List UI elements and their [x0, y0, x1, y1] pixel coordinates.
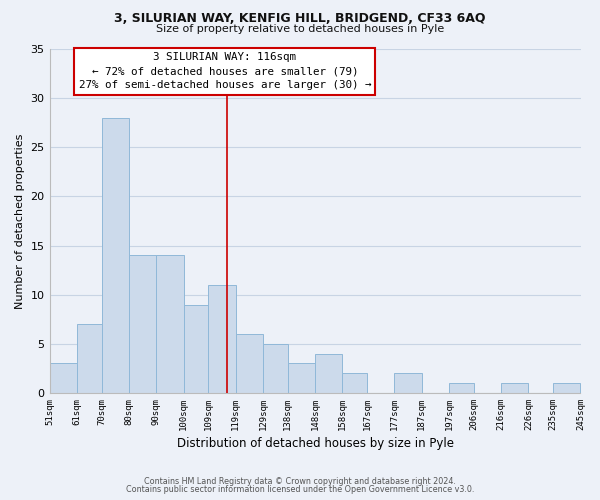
Text: 3, SILURIAN WAY, KENFIG HILL, BRIDGEND, CF33 6AQ: 3, SILURIAN WAY, KENFIG HILL, BRIDGEND, … [114, 12, 486, 26]
Bar [394, 374, 422, 393]
Bar [236, 334, 263, 393]
Bar [553, 383, 580, 393]
Bar [50, 364, 77, 393]
Bar [501, 383, 529, 393]
Bar [208, 285, 236, 393]
Bar [129, 256, 156, 393]
Y-axis label: Number of detached properties: Number of detached properties [15, 134, 25, 308]
Bar [184, 304, 208, 393]
Bar [101, 118, 129, 393]
Text: Contains HM Land Registry data © Crown copyright and database right 2024.: Contains HM Land Registry data © Crown c… [144, 477, 456, 486]
Bar [287, 364, 315, 393]
Bar [77, 324, 101, 393]
Bar [343, 374, 367, 393]
Bar [315, 354, 343, 393]
Bar [156, 256, 184, 393]
X-axis label: Distribution of detached houses by size in Pyle: Distribution of detached houses by size … [176, 437, 454, 450]
Bar [263, 344, 287, 393]
Text: Size of property relative to detached houses in Pyle: Size of property relative to detached ho… [156, 24, 444, 34]
Text: 3 SILURIAN WAY: 116sqm
← 72% of detached houses are smaller (79)
27% of semi-det: 3 SILURIAN WAY: 116sqm ← 72% of detached… [79, 52, 371, 90]
Bar [449, 383, 474, 393]
Text: Contains public sector information licensed under the Open Government Licence v3: Contains public sector information licen… [126, 485, 474, 494]
